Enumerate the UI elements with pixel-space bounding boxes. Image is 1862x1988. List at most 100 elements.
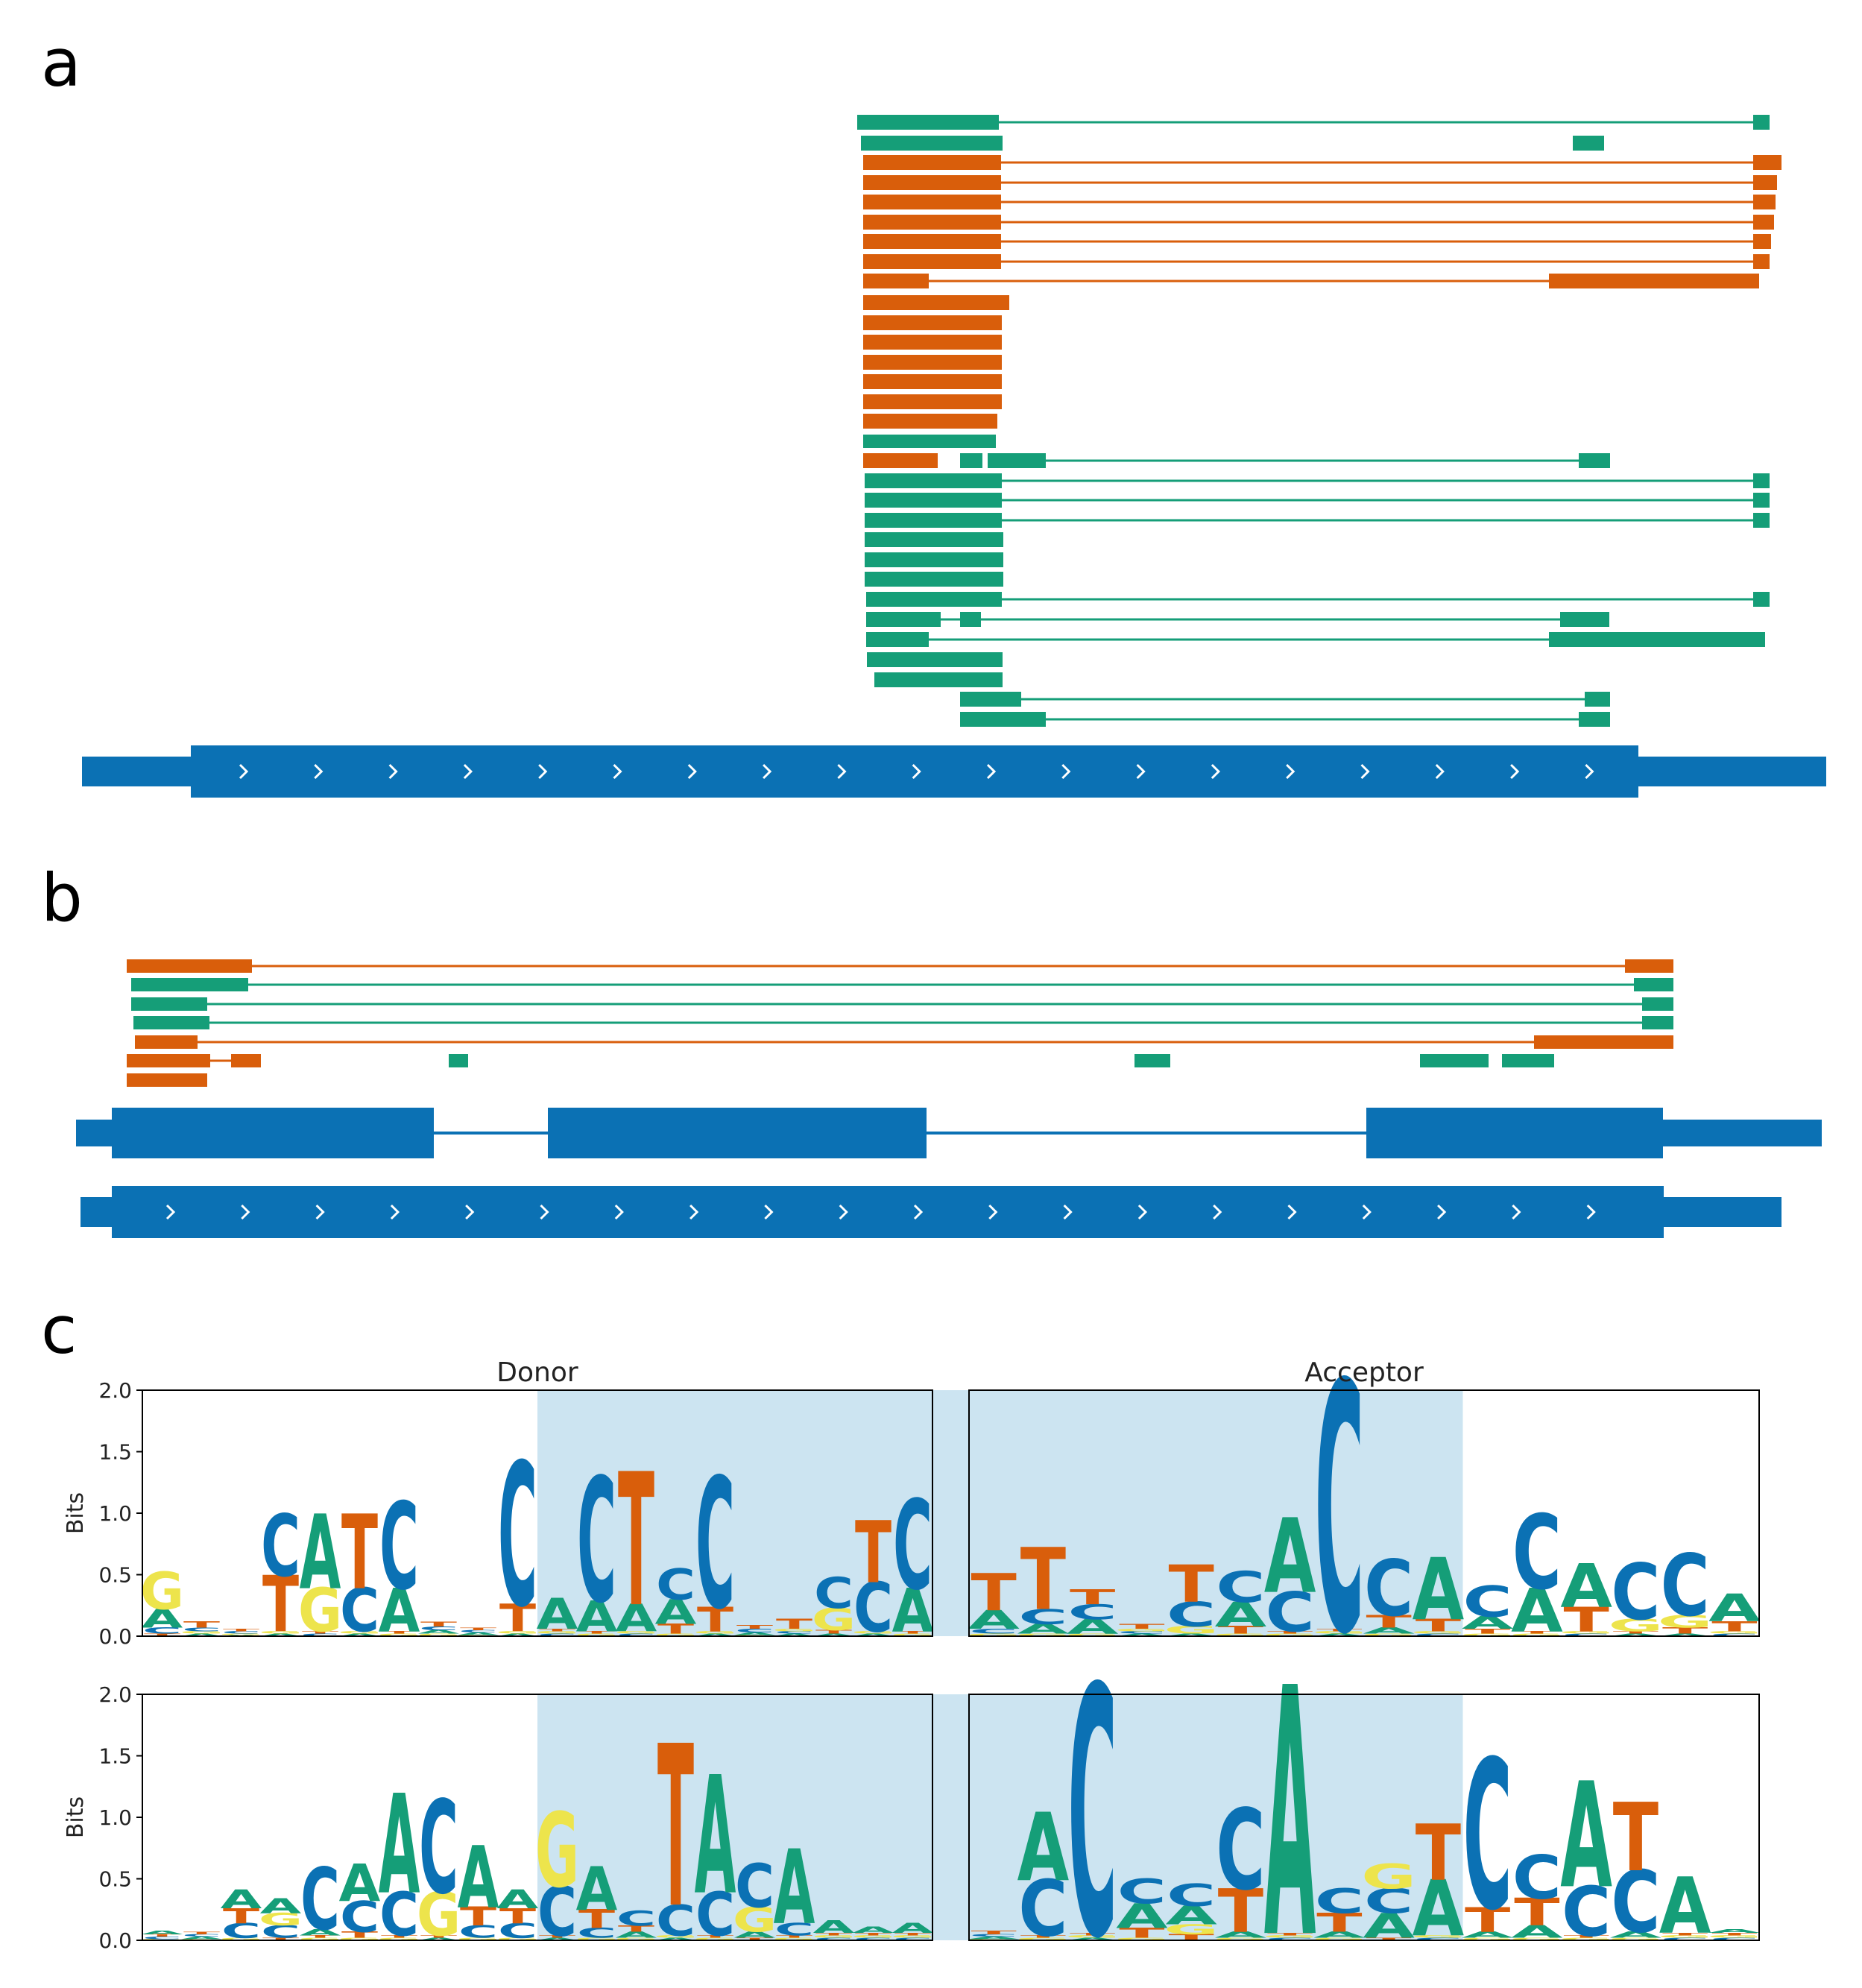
logo-letter-g: G <box>417 1880 461 1950</box>
logo-letter-a: A <box>537 1590 578 1639</box>
read-track <box>865 513 1770 528</box>
y-tick-label: 0.0 <box>98 1624 132 1649</box>
logo-letter-c: C <box>1512 1843 1562 1913</box>
logo-letter-c: C <box>774 1631 814 1635</box>
logo-letter-g: G <box>338 1937 382 1941</box>
y-tick-label: 1.0 <box>98 1501 132 1526</box>
logo-letter-c: C <box>616 1906 656 1930</box>
read-track <box>865 532 1003 547</box>
logo-letter-a: A <box>774 1828 815 1947</box>
logo-letter-g: G <box>575 1633 619 1637</box>
logo-letter-a: A <box>655 1937 697 1941</box>
logo-letter-c: C <box>695 1880 735 1950</box>
logo-letter-t: T <box>499 1904 536 1928</box>
read-track <box>867 652 1003 667</box>
logo-letter-a: A <box>734 1930 776 1940</box>
logo-letter-c: C <box>182 1626 221 1632</box>
logo-letter-c: C <box>537 1633 577 1637</box>
logo-letter-a: A <box>576 1592 618 1641</box>
logo-letter-t: T <box>460 1627 496 1631</box>
strand-arrow-icon <box>764 1204 774 1220</box>
logo-letter-t: T <box>539 1628 575 1632</box>
read-track <box>865 473 1770 488</box>
panel-letter-a: a <box>41 25 81 101</box>
logo-letter-a: A <box>458 1632 499 1635</box>
logo-letter-c: C <box>853 1569 893 1648</box>
logo-letter-c: C <box>853 1937 893 1941</box>
logo-letter-c: C <box>893 1937 932 1941</box>
logo-letter-t: T <box>262 1559 299 1650</box>
logo-letter-c: C <box>1167 1878 1216 1913</box>
logo-letter-a: A <box>813 1633 855 1637</box>
logo-letter-g: G <box>1410 1631 1465 1635</box>
logo-letter-t: T <box>262 1937 299 1941</box>
logo-letter-t: T <box>420 1620 457 1628</box>
read-track <box>863 274 1759 288</box>
logo-letter-c: C <box>577 1925 616 1941</box>
logo-letter-c: C <box>537 1873 577 1952</box>
logo-letter-t: T <box>1267 1631 1313 1635</box>
panel-letter-c: c <box>41 1292 77 1369</box>
logo-letter-a: A <box>1560 1552 1612 1621</box>
logo-letter-a: A <box>1313 1633 1366 1637</box>
logo-letter-t: T <box>1119 1925 1164 1941</box>
logo-letter-g: G <box>851 1631 895 1635</box>
logo-letter-c: C <box>221 1631 261 1635</box>
logo-letter-t: T <box>1514 1631 1560 1635</box>
logo-frame <box>968 1389 1760 1637</box>
logo-letter-g: G <box>614 1631 658 1635</box>
logo-letter-g: G <box>1608 1615 1663 1635</box>
logo-letter-c: C <box>1068 1615 1117 1988</box>
logo-letter-c: C <box>1117 1872 1167 1911</box>
logo-letter-a: A <box>853 1633 894 1637</box>
logo-letter-a: A <box>1708 1587 1761 1631</box>
logo-letter-c: C <box>656 1561 695 1610</box>
logo-letter-c: C <box>814 1569 853 1618</box>
logo-letter-a: A <box>142 1604 183 1634</box>
logo-letter-c: C <box>261 1497 300 1597</box>
logo-letter-a: A <box>1264 1498 1316 1617</box>
read-track <box>863 414 997 429</box>
logo-letter-t: T <box>1416 1615 1462 1635</box>
logo-letter-g: G <box>377 1633 421 1637</box>
logo-letter-c: C <box>1117 1631 1167 1635</box>
read-track <box>127 959 1673 973</box>
logo-letter-g: G <box>733 1901 777 1940</box>
logo-letter-g: G <box>812 1602 856 1638</box>
logo-letter-a: A <box>418 1629 460 1635</box>
logo-letter-t: T <box>1218 1624 1264 1636</box>
logo-letter-c: C <box>419 1775 458 1924</box>
logo-letter-g: G <box>1460 1633 1515 1637</box>
logo-letter-a: A <box>655 1593 697 1632</box>
logo-letter-g: G <box>966 1633 1021 1637</box>
logo-letter-t: T <box>460 1902 497 1932</box>
logo-letter-g: G <box>417 1633 461 1637</box>
logo-letter-t: T <box>697 1935 733 1939</box>
logo-letter-c: C <box>1512 1494 1562 1613</box>
logo-letter-a: A <box>774 1633 815 1637</box>
logo-letter-g: G <box>654 1633 698 1637</box>
logo-letter-a: A <box>221 1885 262 1915</box>
logo-letter-c: C <box>1611 1547 1660 1637</box>
read-track <box>863 175 1777 190</box>
strand-arrow-icon <box>1287 1204 1297 1220</box>
logo-letter-g: G <box>1065 1633 1120 1637</box>
logo-letter-a: A <box>695 1633 736 1637</box>
logo-letter-g: G <box>496 1631 540 1635</box>
read-track <box>865 572 1003 587</box>
logo-letter-c: C <box>379 1479 419 1618</box>
read-track <box>133 1016 1673 1029</box>
logo-letter-c: C <box>969 1934 1018 1937</box>
strand-arrow-icon <box>1286 763 1295 780</box>
logo-letter-a: A <box>1215 1930 1267 1940</box>
logo-letter-t: T <box>1366 1612 1412 1632</box>
logo-letter-t: T <box>815 1932 852 1936</box>
read-track <box>863 234 1771 249</box>
logo-letter-a: A <box>1610 1930 1662 1940</box>
logo-letter-c: C <box>300 1850 340 1950</box>
logo-letter-g: G <box>1015 1937 1070 1941</box>
read-track <box>863 315 1002 330</box>
logo-letter-c: C <box>182 1934 221 1937</box>
strand-direction-arrows <box>165 1204 1596 1220</box>
logo-letter-g: G <box>298 1937 342 1941</box>
